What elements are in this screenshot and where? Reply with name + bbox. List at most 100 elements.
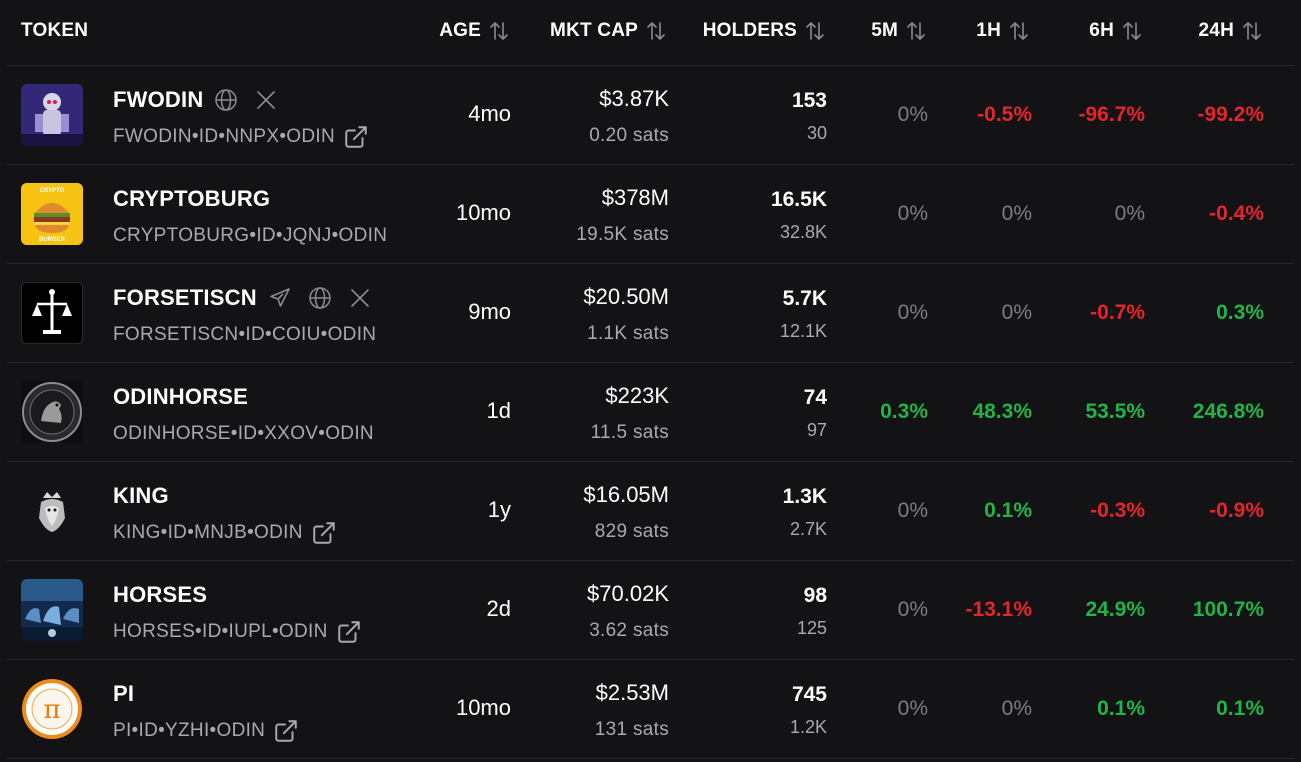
token-row-fwodin[interactable]: FWODIN FWODIN•ID•NNPX•ODIN 4mo $3.87K 0.… <box>7 65 1294 164</box>
change-24h: -99.2% <box>1197 103 1264 126</box>
token-name[interactable]: FORSETISCN <box>113 285 257 310</box>
x-twitter-icon[interactable] <box>347 285 373 311</box>
token-holders-secondary: 125 <box>796 618 827 638</box>
token-name[interactable]: FWODIN <box>113 87 204 112</box>
change-24h: 0.1% <box>1216 697 1264 720</box>
change-6h: 53.5% <box>1085 400 1145 423</box>
token-holders: 98 <box>803 584 827 607</box>
token-id: HORSES•ID•IUPL•ODIN <box>113 621 328 642</box>
token-name[interactable]: CRYPTOBURG <box>113 186 271 211</box>
change-5m: 0% <box>897 301 928 324</box>
external-link-icon[interactable] <box>311 520 337 546</box>
token-name[interactable]: KING <box>113 483 169 508</box>
token-logo-cryptoburg: CRYPTO BURGER <box>21 183 83 245</box>
token-id-line: FWODIN•ID•NNPX•ODIN <box>113 124 369 150</box>
sort-icon <box>490 22 508 40</box>
external-link-icon[interactable] <box>336 619 362 645</box>
token-id-line: CRYPTOBURG•ID•JQNJ•ODIN <box>113 223 387 249</box>
token-row-odinhorse[interactable]: ODINHORSE ODINHORSE•ID•XXOV•ODIN 1d $223… <box>7 362 1294 461</box>
change-6h: -96.7% <box>1078 103 1145 126</box>
change-5m: 0.3% <box>880 400 928 423</box>
token-holders-secondary: 2.7K <box>789 519 827 539</box>
token-id: CRYPTOBURG•ID•JQNJ•ODIN <box>113 225 388 246</box>
token-holders-secondary: 1.2K <box>789 717 827 737</box>
website-globe-icon[interactable] <box>213 87 239 113</box>
token-id: FORSETISCN•ID•COIU•ODIN <box>113 324 377 345</box>
token-price-sats: 1.1K sats <box>587 323 669 344</box>
token-age: 4mo <box>468 101 511 126</box>
token-row-forsetiscn[interactable]: FORSETISCN FORSETISCN•ID•COIU•ODIN 9mo $… <box>7 263 1294 362</box>
token-name-line: FWODIN <box>113 86 279 114</box>
sort-icon <box>1123 22 1141 40</box>
telegram-icon[interactable] <box>267 285 293 311</box>
token-price-sats: 0.20 sats <box>589 125 669 146</box>
token-mkt-cap: $20.50M <box>583 284 669 309</box>
token-logo-odinhorse <box>21 381 83 443</box>
token-logo-fwodin <box>21 84 83 146</box>
token-holders-secondary: 30 <box>806 123 827 143</box>
token-mkt-cap: $70.02K <box>587 581 669 606</box>
token-price-sats: 3.62 sats <box>589 620 669 641</box>
header-5m-sort[interactable]: 5M <box>871 18 928 44</box>
header-1h-sort[interactable]: 1H <box>976 18 1031 44</box>
change-1h: 0% <box>1001 202 1032 225</box>
change-6h: -0.7% <box>1090 301 1145 324</box>
external-link-icon[interactable] <box>273 718 299 744</box>
token-name-line: FORSETISCN <box>113 284 373 312</box>
token-age: 10mo <box>455 200 511 225</box>
token-holders: 153 <box>791 89 827 112</box>
token-id-line: KING•ID•MNJB•ODIN <box>113 520 337 546</box>
token-id-line: HORSES•ID•IUPL•ODIN <box>113 619 362 645</box>
website-globe-icon[interactable] <box>307 285 333 311</box>
token-holders: 745 <box>791 683 827 706</box>
logo-text-bottom: BURGER <box>39 237 66 243</box>
token-id-line: PI•ID•YZHI•ODIN <box>113 718 299 744</box>
change-1h: 0.1% <box>984 499 1032 522</box>
sort-icon <box>907 22 925 40</box>
token-name-line: KING <box>113 482 169 510</box>
token-id: PI•ID•YZHI•ODIN <box>113 720 266 741</box>
table-header: TOKEN AGE MKT CAP HOLDERS 5M 1H 6H 24H <box>0 0 1301 62</box>
token-age: 9mo <box>468 299 511 324</box>
token-id: FWODIN•ID•NNPX•ODIN <box>113 126 335 147</box>
token-row-horses[interactable]: HORSES HORSES•ID•IUPL•ODIN 2d $70.02K 3.… <box>7 560 1294 659</box>
token-holders-secondary: 32.8K <box>779 222 827 242</box>
token-row-king[interactable]: KING KING•ID•MNJB•ODIN 1y $16.05M 829 sa… <box>7 461 1294 560</box>
token-row-cryptoburg[interactable]: CRYPTO BURGER CRYPTOBURG CRYPTOBURG•ID•J… <box>7 164 1294 263</box>
token-name[interactable]: ODINHORSE <box>113 384 249 409</box>
token-mkt-cap: $2.53M <box>595 680 669 705</box>
change-1h: 0% <box>1001 301 1032 324</box>
token-name[interactable]: PI <box>113 681 135 706</box>
header-6h-sort[interactable]: 6H <box>1089 18 1144 44</box>
token-price-sats: 11.5 sats <box>590 422 669 443</box>
token-name-line: HORSES <box>113 581 207 609</box>
header-mkt-cap-sort[interactable]: MKT CAP <box>550 18 668 44</box>
token-mkt-cap: $378M <box>601 185 669 210</box>
external-link-icon[interactable] <box>343 124 369 150</box>
token-row-pi[interactable]: π PI PI•ID•YZHI•ODIN 10mo $2.53M 131 sat… <box>7 659 1294 759</box>
change-5m: 0% <box>897 697 928 720</box>
change-5m: 0% <box>897 202 928 225</box>
change-24h: -0.9% <box>1209 499 1264 522</box>
token-id: ODINHORSE•ID•XXOV•ODIN <box>113 423 374 444</box>
header-holders-sort[interactable]: HOLDERS <box>703 18 827 44</box>
change-24h: -0.4% <box>1209 202 1264 225</box>
token-holders-secondary: 97 <box>806 420 827 440</box>
token-name[interactable]: HORSES <box>113 582 208 607</box>
header-token: TOKEN <box>21 20 89 41</box>
token-mkt-cap: $3.87K <box>599 86 669 111</box>
token-price-sats: 19.5K sats <box>576 224 669 245</box>
x-twitter-icon[interactable] <box>253 87 279 113</box>
change-5m: 0% <box>897 499 928 522</box>
change-24h: 246.8% <box>1192 400 1264 423</box>
change-24h: 0.3% <box>1216 301 1264 324</box>
token-holders: 16.5K <box>770 188 827 211</box>
header-24h-sort[interactable]: 24H <box>1199 18 1264 44</box>
header-age-sort[interactable]: AGE <box>439 18 511 44</box>
change-24h: 100.7% <box>1192 598 1264 621</box>
change-1h: -0.5% <box>977 103 1032 126</box>
change-6h: 0.1% <box>1097 697 1145 720</box>
token-mkt-cap: $223K <box>605 383 669 408</box>
token-logo-forsetiscn <box>21 282 83 344</box>
